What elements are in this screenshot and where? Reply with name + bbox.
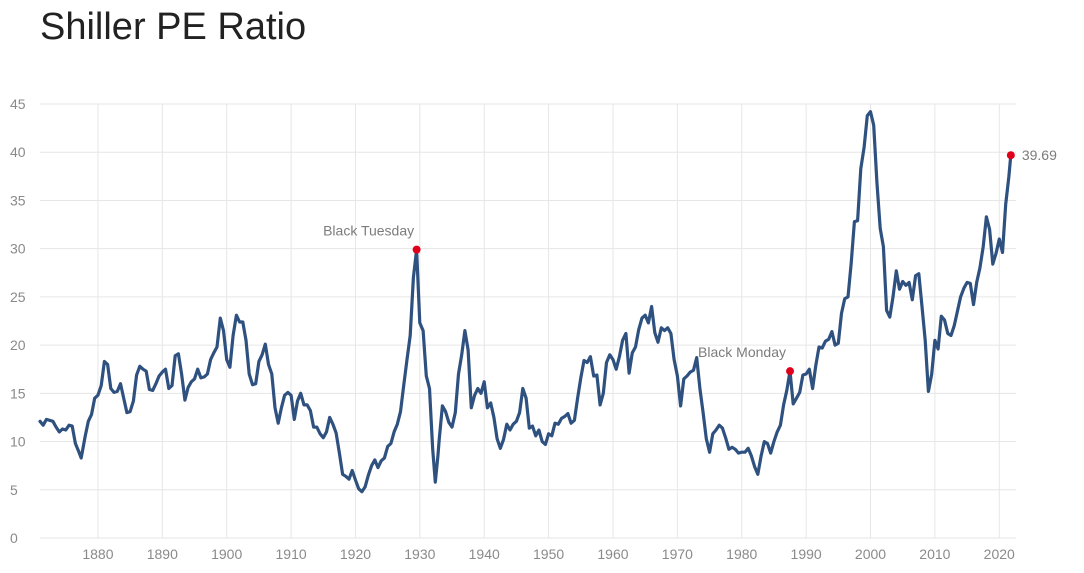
marker-point — [412, 245, 421, 254]
y-tick-label: 25 — [10, 289, 26, 305]
x-tick-label: 1950 — [533, 546, 564, 562]
marker-point — [786, 367, 795, 376]
y-tick-label: 5 — [10, 482, 18, 498]
y-tick-label: 0 — [10, 530, 18, 546]
y-tick-label: 10 — [10, 434, 26, 450]
x-tick-label: 1880 — [82, 546, 113, 562]
x-tick-label: 2020 — [984, 546, 1015, 562]
marker-label: Black Tuesday — [323, 223, 414, 239]
x-tick-label: 1940 — [469, 546, 500, 562]
y-tick-label: 45 — [10, 96, 26, 112]
x-tick-label: 1920 — [340, 546, 371, 562]
x-tick-label: 1970 — [662, 546, 693, 562]
x-tick-label: 1930 — [404, 546, 435, 562]
x-tick-label: 1890 — [147, 546, 178, 562]
marker-label: Black Monday — [698, 344, 786, 360]
pe-ratio-line — [38, 110, 1013, 494]
x-tick-label: 2010 — [919, 546, 950, 562]
y-axis-ticks: 0 5 10 15 20 25 30 35 40 45 — [10, 96, 26, 546]
x-tick-label: 1990 — [791, 546, 822, 562]
x-tick-label: 1910 — [276, 546, 307, 562]
page-title: Shiller PE Ratio — [40, 6, 307, 48]
marker-point — [1006, 151, 1015, 160]
y-tick-label: 20 — [10, 337, 26, 353]
y-tick-label: 35 — [10, 192, 26, 208]
x-tick-label: 1980 — [726, 546, 757, 562]
x-axis-ticks: 1880 1890 1900 1910 1920 1930 1940 1950 1960 1970… — [82, 546, 1015, 562]
x-tick-label: 2000 — [855, 546, 886, 562]
x-tick-label: 1900 — [211, 546, 242, 562]
marker-label: 39.69 — [1022, 147, 1057, 163]
annotation-markers: Black Tuesday Black Monday 39.69 — [323, 147, 1057, 376]
gridlines — [40, 103, 1016, 539]
x-tick-label: 1960 — [597, 546, 628, 562]
y-tick-label: 15 — [10, 385, 26, 401]
y-tick-label: 30 — [10, 241, 26, 257]
y-tick-label: 40 — [10, 144, 26, 160]
